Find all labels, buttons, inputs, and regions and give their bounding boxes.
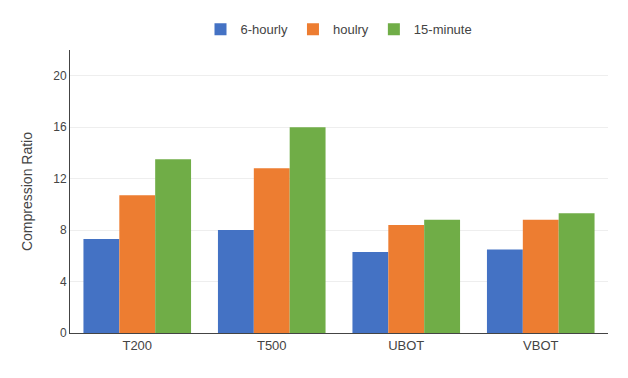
svg-text:12: 12 — [53, 172, 67, 186]
svg-text:UBOT: UBOT — [388, 338, 424, 353]
svg-text:4: 4 — [60, 275, 67, 289]
svg-text:16: 16 — [53, 120, 67, 134]
svg-text:T500: T500 — [257, 338, 287, 353]
svg-text:6-hourly: 6-hourly — [241, 22, 288, 37]
svg-text:VBOT: VBOT — [523, 338, 558, 353]
svg-text:T200: T200 — [122, 338, 152, 353]
svg-text:0: 0 — [60, 326, 67, 340]
svg-text:20: 20 — [53, 69, 67, 83]
svg-text:Compression Ratio: Compression Ratio — [19, 132, 35, 251]
svg-text:houlry: houlry — [333, 22, 369, 37]
svg-text:8: 8 — [60, 223, 67, 237]
svg-text:15-minute: 15-minute — [414, 22, 472, 37]
